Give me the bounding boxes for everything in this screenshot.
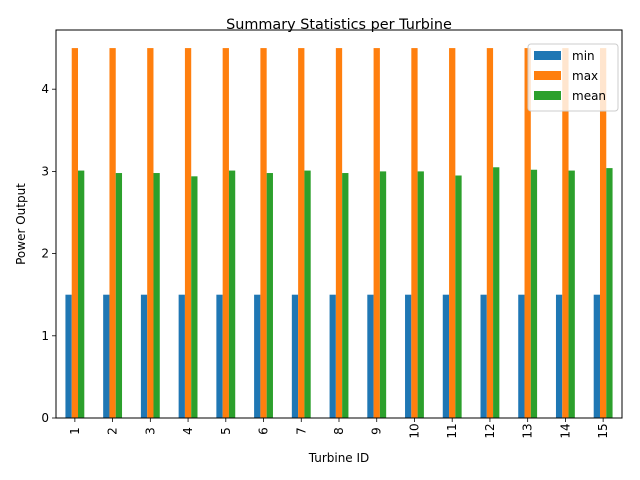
plot-frame <box>55 29 623 419</box>
bar-mean-3 <box>153 173 160 418</box>
bar-mean-14 <box>568 170 575 418</box>
x-tick-label-5: 5 <box>219 427 233 435</box>
bar-min-8 <box>329 294 336 418</box>
x-tick-label-12: 12 <box>483 423 497 438</box>
bar-mean-12 <box>493 167 500 418</box>
bar-min-11 <box>442 294 450 418</box>
bar-min-15 <box>593 294 600 418</box>
bar-max-12 <box>486 48 494 418</box>
x-tick-label-8: 8 <box>332 427 346 435</box>
y-tick-label-1: 1 <box>41 329 49 343</box>
bar-min-6 <box>254 294 261 418</box>
legend-swatch-mean <box>534 91 561 100</box>
bar-min-4 <box>178 294 185 418</box>
legend: min max mean <box>527 43 619 112</box>
x-tick-label-4: 4 <box>181 427 195 435</box>
bar-mean-13 <box>530 169 538 418</box>
bar-max-1 <box>71 48 79 418</box>
y-tick-label-2: 2 <box>41 247 49 261</box>
legend-label-min: min <box>572 49 595 63</box>
bar-mean-5 <box>228 170 236 418</box>
bar-min-12 <box>480 294 487 418</box>
y-tick-label-3: 3 <box>41 164 49 178</box>
y-tick-label-0: 0 <box>41 411 49 425</box>
bars-group <box>65 48 613 418</box>
y-axis-title: Power Output <box>14 183 28 265</box>
x-tick-label-15: 15 <box>596 423 610 438</box>
bar-max-9 <box>373 48 380 418</box>
bar-max-5 <box>222 48 229 418</box>
bar-mean-15 <box>606 168 613 418</box>
bar-min-2 <box>103 294 110 418</box>
bar-max-8 <box>335 48 343 418</box>
x-axis: 1 2 3 4 5 6 7 8 9 10 11 12 13 14 15 <box>68 418 610 439</box>
bar-mean-6 <box>266 173 273 418</box>
bar-mean-9 <box>379 171 387 418</box>
bar-max-15 <box>599 48 607 418</box>
bar-max-6 <box>260 48 267 418</box>
bar-min-14 <box>555 294 563 418</box>
bar-max-13 <box>524 48 531 418</box>
legend-swatch-min <box>534 51 561 60</box>
x-tick-label-3: 3 <box>143 427 157 435</box>
x-tick-label-13: 13 <box>521 423 535 438</box>
x-tick-label-14: 14 <box>558 423 572 438</box>
bar-mean-11 <box>455 175 462 418</box>
bar-min-1 <box>65 294 72 418</box>
chart-title: Summary Statistics per Turbine <box>226 17 452 33</box>
x-tick-label-2: 2 <box>106 427 120 435</box>
bar-mean-1 <box>78 170 85 418</box>
legend-swatch-max <box>534 71 561 80</box>
x-tick-label-10: 10 <box>407 423 421 438</box>
bar-mean-10 <box>417 171 424 418</box>
x-tick-label-9: 9 <box>370 427 384 435</box>
bar-mean-7 <box>304 170 311 418</box>
x-tick-label-11: 11 <box>445 423 459 438</box>
x-tick-label-6: 6 <box>257 427 271 435</box>
legend-label-mean: mean <box>572 89 606 103</box>
bar-mean-2 <box>115 173 123 418</box>
x-tick-label-7: 7 <box>294 427 308 435</box>
x-axis-title: Turbine ID <box>308 451 370 465</box>
bar-max-2 <box>109 48 116 418</box>
bar-mean-8 <box>342 173 349 418</box>
bar-min-7 <box>291 294 299 418</box>
bar-min-10 <box>405 294 412 418</box>
bar-max-11 <box>449 48 456 418</box>
bar-max-10 <box>411 48 418 418</box>
bar-max-7 <box>298 48 305 418</box>
bar-min-5 <box>216 294 223 418</box>
legend-label-max: max <box>572 69 598 83</box>
bar-min-13 <box>518 294 525 418</box>
bar-max-3 <box>147 48 154 418</box>
y-tick-label-4: 4 <box>41 82 49 96</box>
y-axis: 0 1 2 3 4 <box>41 82 56 425</box>
bar-mean-4 <box>191 176 198 418</box>
bar-max-4 <box>184 48 192 418</box>
bar-min-3 <box>140 294 148 418</box>
bar-max-14 <box>562 48 569 418</box>
bar-min-9 <box>367 294 374 418</box>
x-tick-label-1: 1 <box>68 427 82 435</box>
